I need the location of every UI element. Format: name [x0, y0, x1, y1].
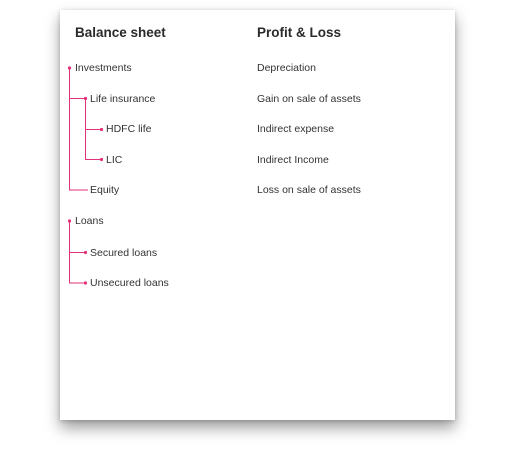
- node-dot-hdfc-life: [99, 127, 104, 132]
- list-item-depreciation[interactable]: Depreciation: [257, 62, 316, 74]
- profit-loss-header: Profit & Loss: [257, 25, 342, 40]
- tree-item-loans[interactable]: Loans: [75, 215, 104, 227]
- tree-item-investments[interactable]: Investments: [75, 62, 132, 74]
- node-dot-lic: [99, 157, 104, 162]
- node-dot-life-insurance: [83, 96, 88, 101]
- node-dot-secured-loans: [83, 250, 88, 255]
- tree-item-lic[interactable]: LIC: [106, 154, 123, 166]
- node-dot-loans: [67, 219, 72, 223]
- connector-life-insurance-lic: [85, 99, 103, 160]
- list-item-gain-on-sale-of-assets[interactable]: Gain on sale of assets: [257, 93, 361, 105]
- connector-investments-equity: [69, 68, 88, 191]
- tree-item-secured-loans[interactable]: Secured loans: [90, 247, 158, 259]
- balance-sheet-header: Balance sheet: [75, 25, 166, 40]
- tree-item-unsecured-loans[interactable]: Unsecured loans: [90, 277, 169, 289]
- list-item-indirect-expense[interactable]: Indirect expense: [257, 123, 335, 135]
- node-dot-unsecured-loans: [83, 281, 88, 285]
- tree-item-equity[interactable]: Equity: [90, 184, 120, 196]
- tree-item-hdfc-life[interactable]: HDFC life: [106, 123, 152, 135]
- list-item-loss-on-sale-of-assets[interactable]: Loss on sale of assets: [257, 184, 361, 196]
- node-dot-investments: [67, 66, 72, 70]
- tree-item-life-insurance[interactable]: Life insurance: [90, 93, 156, 105]
- list-item-indirect-income[interactable]: Indirect Income: [257, 154, 329, 166]
- connector-loans-unsecured: [69, 221, 85, 284]
- accounts-panel: Balance sheet: [60, 10, 455, 420]
